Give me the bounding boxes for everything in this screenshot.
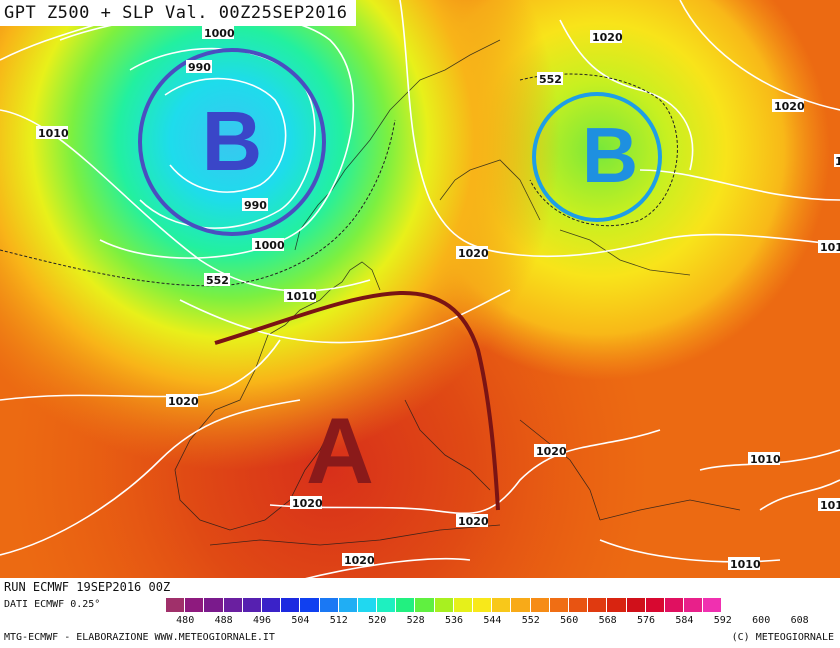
colorbar-swatch — [473, 598, 493, 612]
colorbar-tick-label: 480 — [176, 615, 195, 626]
isobar-label: 1000 — [254, 239, 285, 252]
colorbar-swatch — [434, 598, 454, 612]
isobar-label: 1010 — [286, 290, 317, 303]
data-info: DATI ECMWF 0.25° — [4, 599, 101, 610]
colorbar-tick-label: 576 — [636, 615, 656, 626]
footer-copyright: (C) METEOGIORNALE — [731, 632, 834, 643]
colorbar-swatch — [396, 598, 416, 612]
colorbar-swatch — [664, 598, 685, 612]
colorbar-swatch — [415, 598, 435, 612]
colorbar-swatch — [377, 598, 397, 612]
colorbar-tick-label: 592 — [713, 615, 732, 626]
colorbar-labels: 480 488 496 504 512 520 528 536 544 552 560 568 576 5… — [166, 615, 840, 627]
isobar-label: 1020 — [292, 497, 323, 510]
isobar-label: 1020 — [458, 515, 489, 528]
colorbar-tick-label: 608 — [790, 615, 809, 626]
colorbar-swatch — [223, 598, 243, 612]
isobar-labels: 1000 990 990 1000 1010 552 1010 1020 552… — [36, 26, 840, 571]
colorbar-tick-label: 584 — [675, 615, 694, 626]
colorbar-tick-label: 600 — [752, 615, 771, 626]
colorbar-tick-label: 512 — [329, 615, 348, 626]
colorbar-swatch — [549, 598, 569, 612]
low-ring-northeast — [532, 92, 662, 222]
colorbar-tick-label: 536 — [444, 615, 464, 626]
isobar-label: 1020 — [536, 445, 567, 458]
colorbar-tick-label: 568 — [598, 615, 617, 626]
isobar-label: 552 — [539, 73, 562, 86]
colorbar-swatch — [626, 598, 646, 612]
isobar-label: 1020 — [458, 247, 489, 260]
z500-slp-map: B B A 1000 990 990 1000 1010 552 1010 10… — [0, 0, 840, 595]
coastlines — [174, 39, 741, 546]
colorbar-tick-label: 552 — [521, 615, 540, 626]
isobar-label: 1020 — [592, 31, 623, 44]
isobar-label: 1010 — [835, 155, 840, 168]
isobar-label: 1000 — [204, 27, 235, 40]
isobar-label: 1020 — [344, 554, 375, 567]
colorbar-swatch — [338, 598, 358, 612]
colorbar-swatch — [568, 598, 589, 612]
z500-colorbar — [166, 598, 723, 612]
isobar-label: 1020 — [774, 100, 805, 113]
low-label-northeast: B — [582, 111, 638, 199]
colorbar-swatch — [703, 598, 723, 612]
isobar-label: 1020 — [168, 395, 199, 408]
colorbar-swatch — [453, 598, 473, 612]
colorbar-swatch — [281, 598, 301, 612]
colorbar-swatch — [242, 598, 262, 612]
footer-credit: MTG-ECMWF - ELABORAZIONE WWW.METEOGIORNA… — [4, 632, 275, 643]
colorbar-tick-label: 560 — [560, 615, 579, 626]
colorbar-swatch — [300, 598, 320, 612]
map-title: GPT Z500 + SLP Val. 00Z25SEP2016 — [0, 0, 356, 26]
colorbar-swatch — [261, 598, 282, 612]
colorbar-swatch — [319, 598, 339, 612]
colorbar-swatch — [166, 598, 186, 612]
colorbar-tick-label: 520 — [368, 615, 387, 626]
colorbar-swatch — [607, 598, 627, 612]
isobar-label: 1010 — [38, 127, 69, 140]
isobar-label: 552 — [206, 274, 229, 287]
colorbar-swatch — [645, 598, 665, 612]
colorbar-swatch — [492, 598, 512, 612]
colorbar-swatch — [204, 598, 224, 612]
colorbar-tick-label: 544 — [483, 615, 502, 626]
isobar-label: 990 — [188, 61, 211, 74]
colorbar-tick-label: 528 — [406, 615, 425, 626]
legend-panel — [0, 578, 840, 648]
colorbar-tick-label: 504 — [291, 615, 310, 626]
colorbar-swatch — [185, 598, 205, 612]
isobar-label: 1010 — [820, 499, 840, 512]
run-info: RUN ECMWF 19SEP2016 00Z — [4, 580, 171, 594]
colorbar-swatch — [511, 598, 531, 612]
isobar-label: 990 — [244, 199, 267, 212]
colorbar-swatch — [684, 598, 704, 612]
colorbar-swatch — [357, 598, 378, 612]
low-label-northwest: B — [202, 94, 263, 188]
low-ring-northwest — [138, 48, 326, 236]
isobar-label: 1010 — [730, 558, 761, 571]
colorbar-swatch — [530, 598, 550, 612]
z500-552-contour — [0, 73, 678, 287]
colorbar-swatch — [588, 598, 608, 612]
high-label-south: A — [306, 398, 374, 503]
colorbar-tick-label: 496 — [252, 615, 272, 626]
isobar-label: 1010 — [820, 241, 840, 254]
ridge-axis-line — [214, 290, 500, 511]
isobar-label: 1010 — [750, 453, 781, 466]
colorbar-tick-label: 488 — [214, 615, 233, 626]
